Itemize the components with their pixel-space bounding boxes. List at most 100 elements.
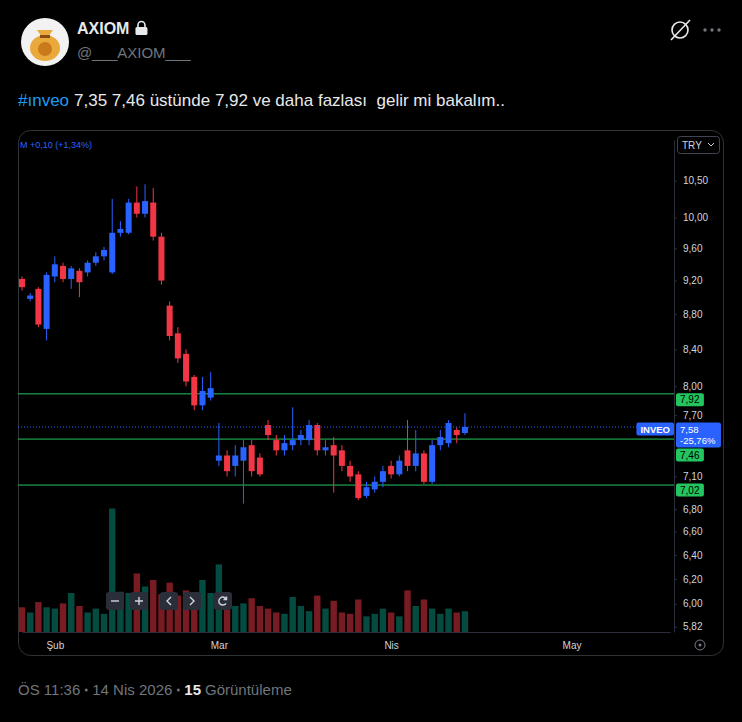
candle-body	[273, 440, 279, 450]
y-tick-label: 9,60	[683, 243, 703, 254]
level-box	[676, 393, 704, 406]
y-tick-mark	[674, 604, 677, 605]
volume-bar	[232, 606, 238, 632]
volume-bar	[462, 611, 468, 632]
volume-bar	[445, 609, 451, 632]
x-axis: ŞubMarNisMay	[23, 632, 671, 651]
y-tick-label: 9,20	[683, 275, 703, 286]
more-button[interactable]	[703, 28, 720, 31]
more-dot	[717, 28, 720, 31]
volume-bar	[421, 600, 427, 633]
candle-body	[421, 453, 427, 481]
volume-bar	[257, 606, 263, 632]
volume-bar	[273, 613, 279, 633]
x-tick: Mar	[211, 632, 229, 651]
y-tick: 9,60	[674, 243, 703, 254]
last-price-change: -25,76%	[680, 435, 716, 446]
candle-body	[117, 229, 123, 233]
volume-bar	[150, 580, 156, 632]
y-tick-mark	[674, 281, 677, 282]
zoom-button[interactable]	[106, 592, 124, 610]
candle-body	[322, 447, 328, 450]
y-tick-label: 8,80	[683, 309, 703, 320]
y-tick-label: 8,40	[683, 344, 703, 355]
grok-button[interactable]	[671, 20, 690, 40]
y-tick-mark	[674, 509, 677, 510]
y-tick-label: 6,40	[683, 550, 703, 561]
settings-dot	[699, 644, 702, 647]
hashtag[interactable]: #ınveo	[18, 91, 69, 110]
volume-bar	[60, 603, 66, 632]
y-axis: 10,5010,009,609,208,808,408,007,707,106,…	[674, 141, 708, 633]
y-tick-label: 6,00	[683, 598, 703, 609]
volume-bar	[265, 609, 271, 632]
candle-body	[405, 450, 411, 466]
candle-body	[257, 458, 263, 475]
candle-body	[388, 466, 394, 474]
x-tick-label: Nis	[384, 640, 398, 651]
volume-bar	[437, 614, 443, 632]
candle-body	[298, 435, 304, 440]
bag	[30, 35, 60, 61]
volume-bar	[380, 609, 386, 632]
y-tick: 8,80	[674, 309, 703, 320]
y-tick: 6,00	[674, 598, 703, 609]
volume-bar	[322, 609, 328, 632]
y-tick-label: 7,70	[683, 410, 703, 421]
y-tick-mark	[674, 627, 677, 628]
volume-bars	[19, 509, 468, 633]
candle-body	[224, 455, 230, 471]
zoom-button-glyph	[190, 597, 194, 605]
y-tick-label: 5,82	[683, 621, 703, 632]
volume-bar	[388, 613, 394, 633]
candle-body	[331, 445, 337, 455]
y-tick-label: 8,00	[683, 381, 703, 392]
currency-label: TRY	[682, 140, 702, 151]
volume-bar	[413, 606, 419, 632]
candle-body	[429, 445, 435, 482]
zoom-button-glyph	[111, 600, 119, 601]
level-box	[676, 449, 704, 462]
y-tick-mark	[674, 314, 677, 315]
x-tick: Nis	[384, 632, 398, 651]
volume-bar	[68, 593, 74, 632]
y-tick-label: 7,10	[683, 471, 703, 482]
candle-body	[183, 354, 189, 382]
zoom-button[interactable]	[214, 592, 232, 610]
level-box	[676, 484, 704, 497]
settings-ring	[695, 640, 705, 650]
tweet-text: #ınveo 7,35 7,46 üstünde 7,92 ve daha faz…	[18, 91, 505, 110]
volume-bar	[93, 609, 99, 632]
chart-frame	[19, 131, 724, 656]
zoom-button[interactable]	[160, 592, 178, 610]
candle-body	[134, 203, 140, 214]
levels	[18, 394, 674, 485]
candle-body	[355, 474, 361, 498]
currency-select[interactable]: TRY	[678, 137, 720, 154]
candle-body	[126, 203, 132, 233]
volume-bar	[339, 613, 345, 633]
more-dot	[710, 28, 713, 31]
zoom-button[interactable]	[183, 592, 201, 610]
candle-body	[290, 440, 296, 445]
y-tick-mark	[674, 248, 677, 249]
y-tick: 6,40	[674, 550, 703, 561]
level-line	[18, 439, 674, 440]
level-label: 7,02	[680, 485, 700, 496]
zoom-button-bg	[214, 592, 232, 610]
candle-body	[380, 471, 386, 482]
symbol-box	[636, 423, 674, 436]
tweet-body: 7,35 7,46 üstünde 7,92 ve daha fazlası g…	[74, 91, 505, 110]
post-date: 14 Nis 2026	[92, 681, 172, 698]
y-tick: 5,82	[674, 621, 703, 632]
view-count: 15	[184, 681, 201, 698]
y-tick-mark	[674, 415, 677, 416]
zoom-button[interactable]	[130, 592, 148, 610]
currency-box	[678, 137, 720, 154]
symbol-tag: INVEO	[636, 423, 674, 436]
candle-body	[101, 250, 107, 256]
symbol-label: INVEO	[640, 424, 670, 435]
chart-settings[interactable]	[695, 640, 705, 650]
y-tick: 8,40	[674, 344, 703, 355]
x-tick: May	[563, 632, 582, 651]
